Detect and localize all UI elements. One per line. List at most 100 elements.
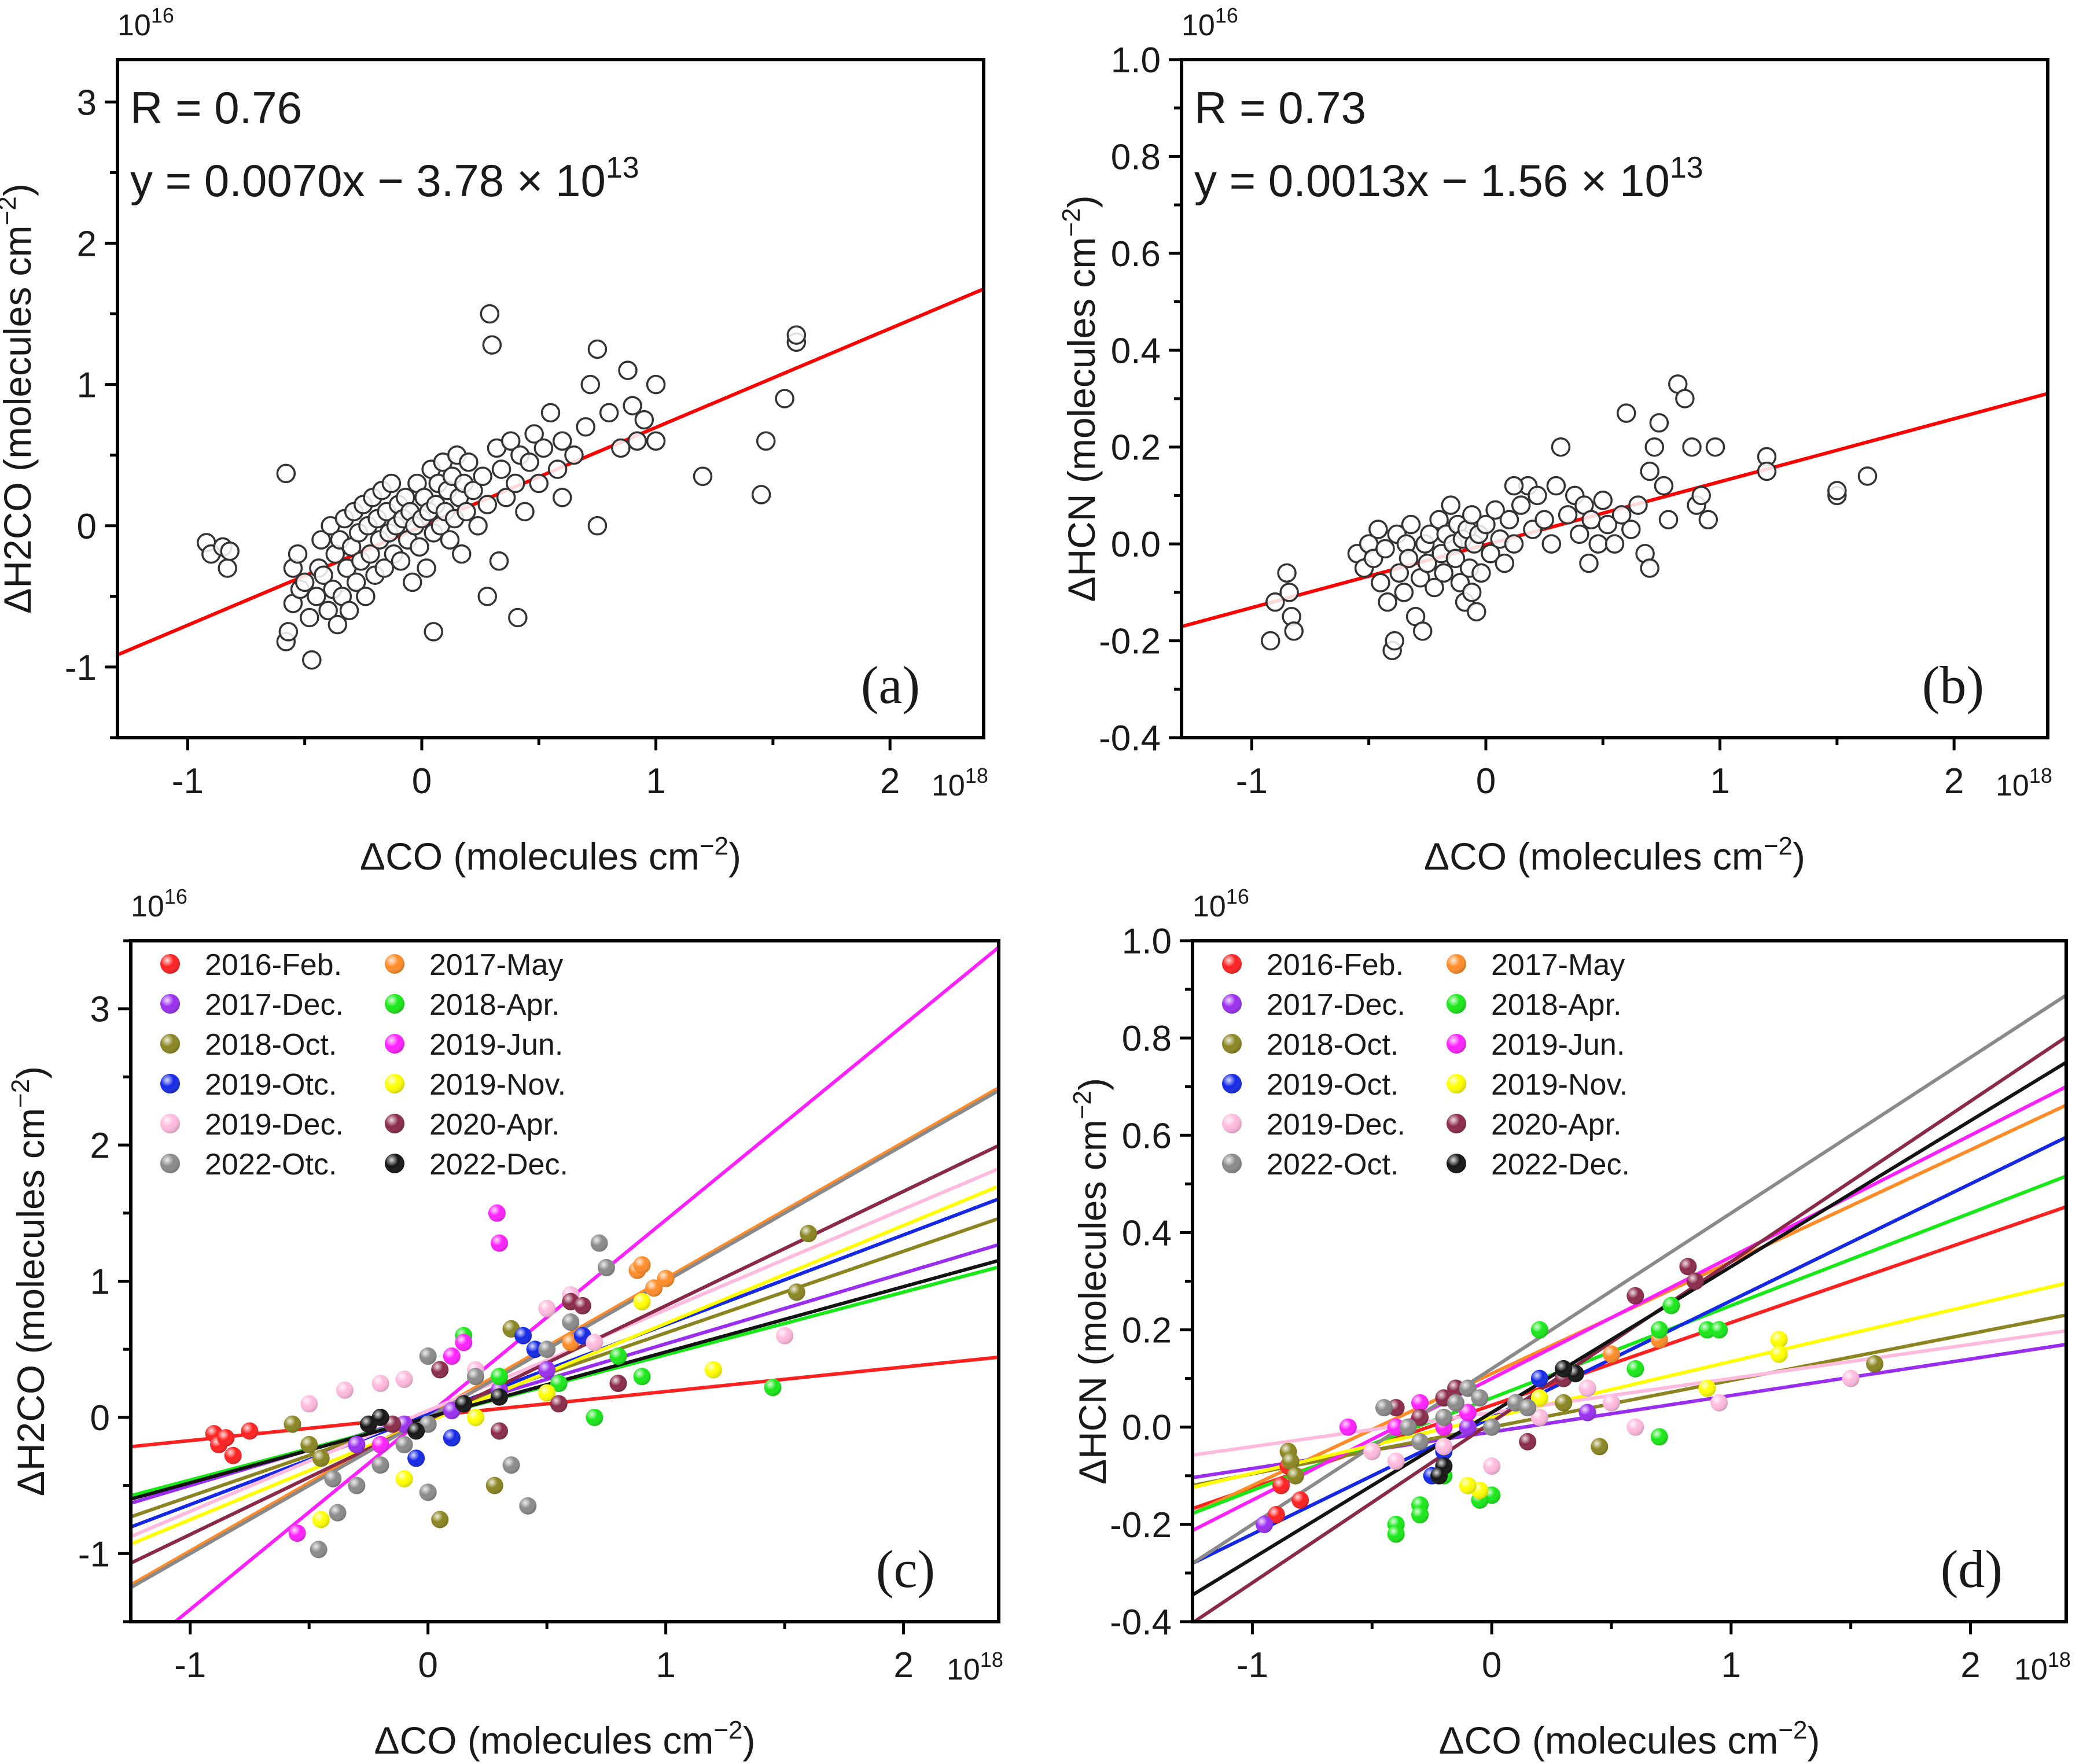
data-point bbox=[496, 488, 516, 507]
data-point bbox=[547, 459, 568, 479]
data-point bbox=[468, 516, 488, 536]
x-tick-label: 0 bbox=[418, 1645, 437, 1685]
data-point bbox=[1654, 476, 1674, 496]
data-point-shade bbox=[300, 1435, 318, 1453]
data-point-shade bbox=[348, 1435, 366, 1453]
data-point-shade bbox=[407, 1449, 425, 1467]
data-point-shade bbox=[1291, 1491, 1309, 1509]
legend-marker-shade bbox=[160, 954, 180, 974]
y-axis-label: ΔH2CO (molecules cm−2) bbox=[6, 1066, 52, 1496]
legend-marker-shade bbox=[160, 1114, 180, 1133]
data-point bbox=[1579, 553, 1599, 573]
data-point-shade bbox=[1399, 1418, 1417, 1436]
data-point bbox=[1265, 592, 1285, 612]
y-tick-label: 3 bbox=[77, 83, 97, 123]
data-point bbox=[540, 403, 561, 423]
fit-line-2022-Dec bbox=[1193, 1060, 2066, 1597]
y-tick-label: -1 bbox=[78, 1534, 110, 1574]
x-tick-label: 0 bbox=[1476, 761, 1496, 801]
x-tick-label: -1 bbox=[1236, 1645, 1268, 1685]
plot-area bbox=[117, 287, 984, 670]
y-tick-label: 0.2 bbox=[1111, 428, 1161, 468]
data-point bbox=[1441, 495, 1461, 515]
data-point-shade bbox=[633, 1292, 651, 1310]
data-point-shade bbox=[633, 1368, 651, 1386]
legend-label: 2019-Otc. bbox=[205, 1068, 337, 1102]
data-point bbox=[1705, 437, 1725, 457]
x-tick-label: 1 bbox=[1721, 1645, 1741, 1685]
legend-label: 2022-Dec. bbox=[1491, 1148, 1630, 1181]
data-point-shade bbox=[1459, 1418, 1477, 1436]
legend-label: 2019-Jun. bbox=[1491, 1028, 1625, 1062]
data-point bbox=[576, 417, 595, 437]
data-point-shade bbox=[217, 1429, 235, 1447]
data-point bbox=[1485, 500, 1505, 520]
data-point bbox=[775, 389, 794, 408]
data-point-shade bbox=[371, 1375, 389, 1393]
y-tick-label: 2 bbox=[90, 1126, 110, 1166]
legend-marker-shade bbox=[1222, 1114, 1242, 1133]
annotation-r: R = 0.73 bbox=[1194, 82, 1366, 133]
x-axis-label: ΔCO (molecules cm−2) bbox=[360, 832, 741, 878]
data-point bbox=[1827, 481, 1847, 500]
data-point bbox=[463, 480, 483, 500]
data-point bbox=[452, 544, 472, 564]
data-point bbox=[1598, 514, 1618, 535]
data-point-shade bbox=[1770, 1331, 1788, 1349]
data-point bbox=[477, 495, 498, 514]
legend-marker-shade bbox=[385, 994, 404, 1014]
x-tick-label: -1 bbox=[1236, 761, 1268, 801]
data-point bbox=[1385, 631, 1404, 651]
data-point-shade bbox=[288, 1524, 306, 1542]
data-point-shade bbox=[1447, 1394, 1465, 1412]
data-point-shade bbox=[1519, 1432, 1537, 1450]
legend-marker-shade bbox=[385, 1074, 404, 1093]
data-point-shade bbox=[1555, 1360, 1573, 1378]
data-point-shade bbox=[1602, 1345, 1620, 1363]
legend: 2016-Feb. 2017-May 2017-Dec. 2018-Apr. 2018-… bbox=[160, 948, 568, 1181]
y-axis: -1 0 1 2 3 bbox=[78, 939, 131, 1623]
fit-line-2019-Otc bbox=[131, 1197, 999, 1529]
data-point bbox=[1541, 534, 1562, 554]
data-point bbox=[508, 607, 528, 628]
y-axis-label: ΔHCN (molecules cm−2) bbox=[1057, 196, 1103, 602]
data-point-shade bbox=[224, 1446, 242, 1464]
panel-c: 2016-Feb. 2017-May 2017-Dec. 2018-Apr. 2018-… bbox=[6, 885, 1003, 1762]
legend-marker-shade bbox=[1222, 1154, 1242, 1173]
data-point bbox=[1558, 505, 1578, 525]
data-point-shade bbox=[443, 1347, 461, 1365]
x-tick-label: -1 bbox=[174, 1645, 206, 1685]
data-point bbox=[611, 438, 631, 458]
data-point bbox=[1499, 510, 1519, 530]
legend-marker-shade bbox=[1447, 1154, 1466, 1173]
fit-line-2019-Nov bbox=[1193, 1281, 2066, 1489]
data-point-shade bbox=[1282, 1452, 1300, 1470]
x-tick-label: 0 bbox=[1482, 1645, 1502, 1685]
legend-marker-shade bbox=[1447, 1114, 1466, 1133]
x-multiplier: 1018 bbox=[932, 764, 988, 802]
data-point-shade bbox=[1387, 1418, 1405, 1436]
data-point bbox=[307, 587, 326, 606]
x-axis-label: ΔCO (molecules cm−2) bbox=[1438, 1716, 1820, 1762]
annotation-equation-exp: 13 bbox=[1670, 151, 1703, 185]
data-point-shade bbox=[1650, 1428, 1668, 1446]
plot-area bbox=[1182, 374, 2048, 661]
data-point bbox=[1528, 485, 1547, 506]
data-point bbox=[786, 325, 807, 345]
data-point-shade bbox=[312, 1511, 330, 1529]
data-point-shade bbox=[1650, 1321, 1668, 1339]
x-tick-label: 0 bbox=[412, 761, 432, 801]
legend-marker-shade bbox=[385, 1114, 404, 1133]
data-point bbox=[278, 622, 299, 642]
data-point-shade bbox=[538, 1361, 556, 1379]
x-multiplier: 1018 bbox=[1996, 764, 2052, 802]
data-point-shade bbox=[1866, 1355, 1884, 1373]
data-point-shade bbox=[336, 1381, 354, 1399]
y-tick-label: 1 bbox=[90, 1262, 110, 1302]
data-point bbox=[327, 614, 348, 635]
legend-marker-shade bbox=[160, 1154, 180, 1173]
data-point bbox=[1495, 553, 1515, 573]
data-point bbox=[1279, 583, 1299, 602]
data-point-shade bbox=[1447, 1379, 1465, 1397]
data-point-shade bbox=[329, 1504, 347, 1522]
